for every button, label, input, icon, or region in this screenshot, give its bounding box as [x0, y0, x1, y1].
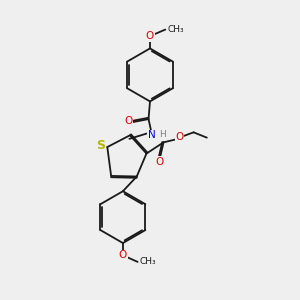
Text: O: O [124, 116, 133, 126]
Text: H: H [159, 130, 166, 139]
Text: S: S [96, 139, 105, 152]
Text: O: O [175, 132, 183, 142]
Text: O: O [146, 31, 154, 41]
Text: CH₃: CH₃ [168, 25, 184, 34]
Text: O: O [119, 250, 127, 260]
Text: N: N [148, 130, 155, 140]
Text: O: O [155, 157, 164, 167]
Text: CH₃: CH₃ [140, 257, 157, 266]
